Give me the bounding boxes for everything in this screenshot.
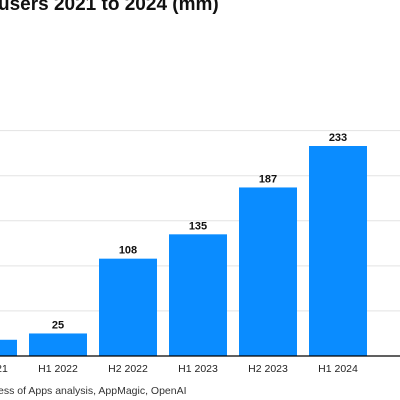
data-label: 187: [259, 173, 277, 185]
chart-title: users 2021 to 2024 (mm): [0, 0, 219, 15]
bar: [99, 258, 157, 356]
data-label: 135: [189, 220, 207, 232]
x-tick-label: H2 2022: [108, 363, 148, 375]
x-tick-labels: H2 2021 H1 2022 H2 2022 H1 2023 H2 2023 H1 20…: [0, 363, 358, 375]
bar: [169, 234, 227, 356]
bar: [239, 187, 297, 356]
x-tick-label: H1 2023: [178, 363, 218, 375]
x-tick-label: H2 2023: [248, 363, 288, 375]
data-label: 108: [119, 245, 137, 257]
bar: [29, 333, 87, 356]
data-label: 25: [52, 319, 64, 331]
bar: [0, 339, 17, 356]
bar: [309, 146, 367, 356]
x-tick-label: H1 2022: [38, 363, 78, 375]
bars: [0, 146, 367, 356]
data-label: 233: [329, 132, 347, 144]
x-tick-label: H2 2021: [0, 363, 8, 375]
x-tick-label: H1 2024: [318, 363, 358, 375]
source-note: ess of Apps analysis, AppMagic, OpenAI: [0, 385, 187, 397]
data-labels: 1825108135187233: [52, 132, 347, 331]
